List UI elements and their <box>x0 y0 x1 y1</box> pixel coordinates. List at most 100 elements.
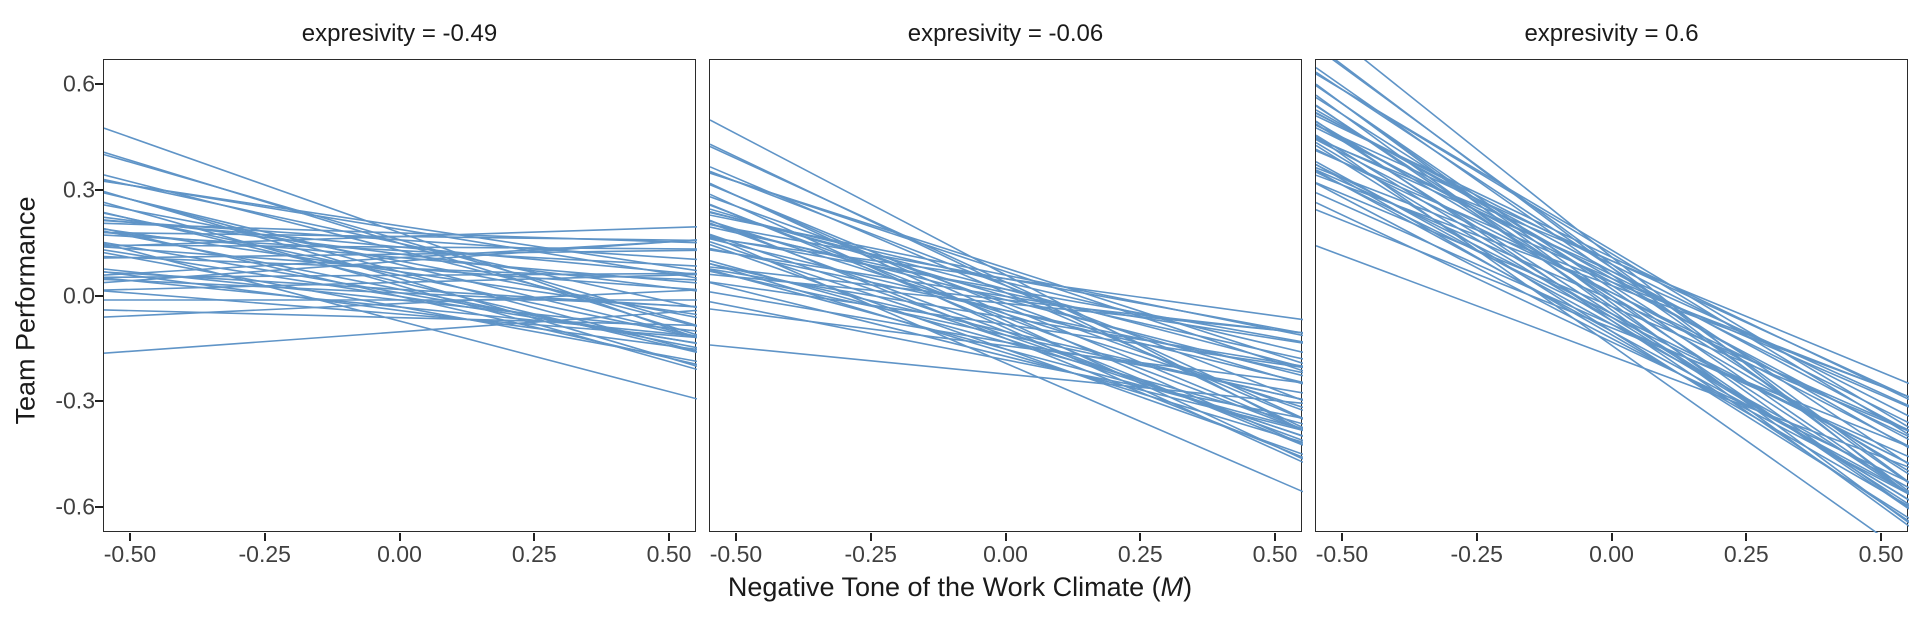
x-tick-label: 0.00 <box>377 541 422 567</box>
y-tick-mark <box>95 506 103 509</box>
team-line <box>710 170 1303 402</box>
x-tick-label: -0.50 <box>709 541 763 567</box>
x-tick-label: 0.50 <box>1252 541 1298 567</box>
team-line <box>1316 83 1909 524</box>
team-line <box>1316 123 1909 506</box>
team-line <box>1316 71 1909 465</box>
team-line <box>1316 109 1909 449</box>
team-line <box>104 272 697 279</box>
facet-title: expresivity = 0.6 <box>1524 20 1699 47</box>
x-tick-label: 0.50 <box>1858 541 1904 567</box>
team-line <box>1316 245 1909 468</box>
team-line <box>104 127 697 339</box>
team-line <box>1316 201 1909 483</box>
team-line <box>710 172 1303 372</box>
team-line <box>104 180 697 279</box>
x-axis-title-close: ) <box>1183 572 1193 602</box>
x-axis-title-variable: M <box>1160 572 1184 602</box>
team-line <box>710 260 1303 425</box>
y-tick-mark <box>95 188 103 191</box>
x-tick-mark <box>734 533 737 541</box>
team-line <box>710 273 1303 334</box>
team-line <box>104 180 697 272</box>
x-tick-mark <box>398 533 401 541</box>
team-line <box>710 182 1303 460</box>
team-line <box>710 145 1303 420</box>
team-line <box>710 203 1303 446</box>
team-regression-lines <box>104 127 697 400</box>
x-tick-mark <box>1004 533 1007 541</box>
team-line <box>104 239 697 284</box>
team-line <box>1316 144 1909 519</box>
team-line <box>710 344 1303 405</box>
facet-title: expresivity = -0.49 <box>301 20 498 47</box>
x-tick-label: -0.25 <box>844 541 897 567</box>
x-axis-title-text: Negative Tone of the Work Climate ( <box>727 572 1161 602</box>
team-line <box>104 190 697 367</box>
x-tick-label: -0.25 <box>238 541 291 567</box>
team-line <box>710 119 1303 432</box>
team-line <box>104 309 697 327</box>
y-tick-label: 0.6 <box>63 70 95 97</box>
y-tick-mark <box>95 294 103 297</box>
x-tick-label: 0.25 <box>1117 541 1163 567</box>
team-line <box>1363 60 1909 496</box>
x-tick-mark <box>1340 533 1343 541</box>
team-line <box>104 309 697 354</box>
x-tick-mark <box>1880 533 1883 541</box>
x-tick-mark <box>1745 533 1748 541</box>
x-tick-mark <box>533 533 536 541</box>
x-tick-label: 0.50 <box>646 541 692 567</box>
y-tick-label: -0.3 <box>55 387 95 414</box>
team-line <box>1316 138 1909 448</box>
x-tick-label: 0.25 <box>1723 541 1769 567</box>
team-line <box>710 208 1303 385</box>
team-line <box>104 211 697 354</box>
team-line <box>710 243 1303 456</box>
x-tick-label: -0.50 <box>103 541 157 567</box>
team-line <box>104 244 697 250</box>
team-line <box>1331 60 1909 483</box>
team-line <box>104 251 697 363</box>
team-regression-lines <box>1316 60 1909 533</box>
team-line <box>1316 174 1909 398</box>
team-line <box>1316 84 1909 509</box>
team-line <box>1316 73 1909 428</box>
team-line <box>104 268 697 332</box>
team-line <box>710 301 1303 420</box>
x-tick-mark <box>263 533 266 541</box>
team-line <box>1316 160 1909 489</box>
team-regression-lines <box>710 119 1303 493</box>
x-tick-label: 0.00 <box>983 541 1028 567</box>
team-line <box>104 191 697 353</box>
x-tick-mark <box>1610 533 1613 541</box>
team-line <box>710 183 1303 445</box>
x-tick-label: 0.00 <box>1589 541 1634 567</box>
team-line <box>1316 104 1909 510</box>
team-line <box>104 178 697 309</box>
facet-title: expresivity = -0.06 <box>907 20 1104 47</box>
team-line <box>710 268 1303 367</box>
y-tick-label: 0.0 <box>63 282 95 308</box>
team-line <box>710 184 1303 431</box>
x-tick-mark <box>1139 533 1142 541</box>
team-line <box>710 236 1303 343</box>
x-tick-mark <box>869 533 872 541</box>
y-tick-label: -0.6 <box>55 493 95 520</box>
team-line <box>710 172 1303 365</box>
x-tick-label: 0.25 <box>511 541 557 567</box>
team-line <box>1316 141 1909 501</box>
x-axis-title: Negative Tone of the Work Climate (M) <box>0 572 1920 603</box>
team-line <box>104 226 697 247</box>
team-line <box>710 237 1303 321</box>
team-line <box>1316 137 1909 407</box>
team-line <box>1316 84 1909 494</box>
x-tick-label: -0.50 <box>1315 541 1369 567</box>
x-tick-mark <box>668 533 671 541</box>
x-tick-mark <box>128 533 131 541</box>
team-line <box>104 242 697 400</box>
y-tick-mark <box>95 82 103 85</box>
team-line <box>104 246 697 291</box>
team-line <box>710 234 1303 493</box>
